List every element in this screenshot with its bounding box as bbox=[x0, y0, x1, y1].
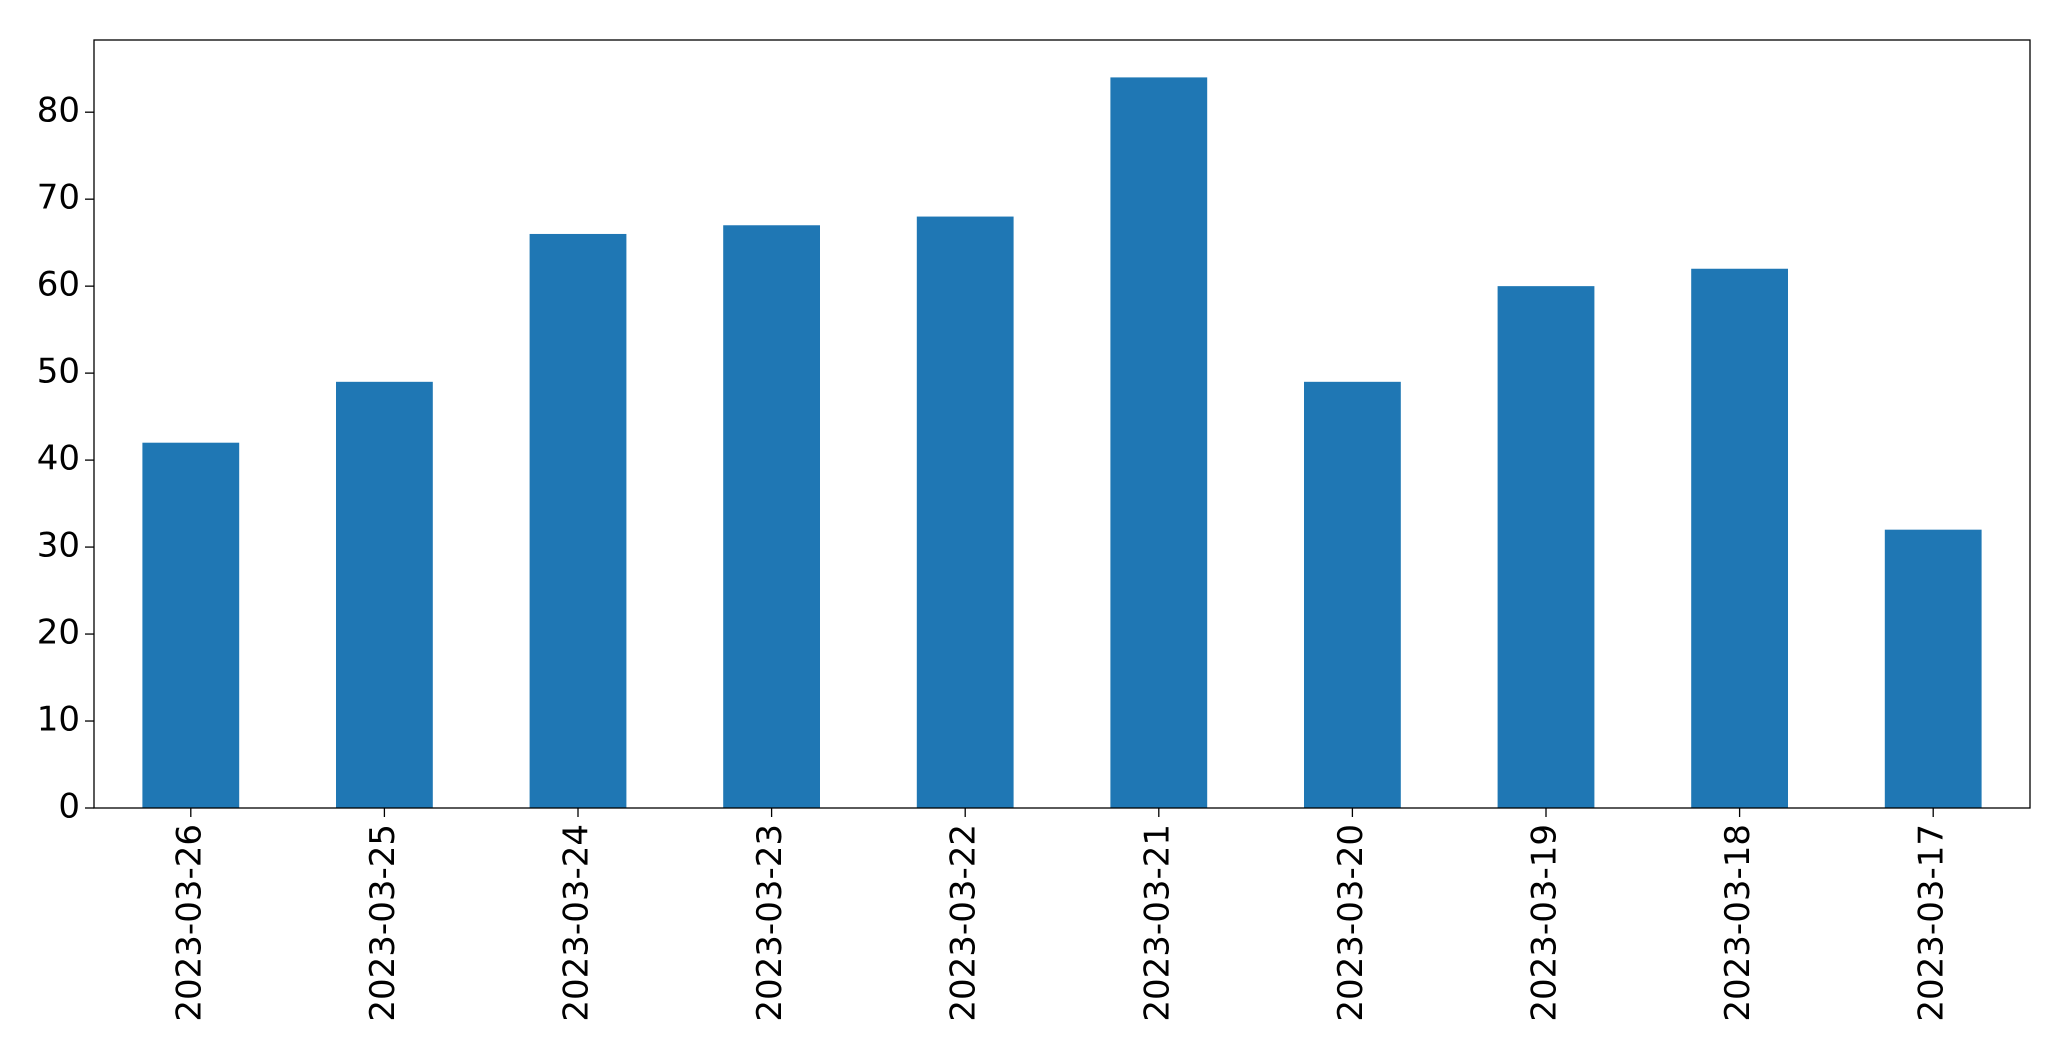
bar bbox=[723, 225, 820, 808]
bar bbox=[916, 216, 1014, 809]
x-tick-label: 2023-03-19 bbox=[1525, 824, 1565, 1022]
y-tick-label: 0 bbox=[58, 787, 80, 827]
bar bbox=[1304, 381, 1401, 808]
y-tick-label: 40 bbox=[37, 439, 80, 479]
x-tick-label: 2023-03-20 bbox=[1331, 824, 1371, 1022]
bar bbox=[1691, 268, 1788, 809]
x-tick-label: 2023-03-24 bbox=[557, 824, 597, 1022]
x-tick-label: 2023-03-17 bbox=[1912, 824, 1952, 1022]
x-tick-label: 2023-03-23 bbox=[750, 824, 790, 1022]
y-tick-label: 30 bbox=[37, 526, 80, 566]
x-tick-label: 2023-03-21 bbox=[1137, 824, 1177, 1022]
y-tick-label: 80 bbox=[37, 91, 80, 131]
bar bbox=[336, 381, 433, 808]
y-tick-label: 70 bbox=[37, 178, 80, 218]
x-tick-label: 2023-03-22 bbox=[944, 824, 984, 1022]
bar bbox=[1497, 286, 1595, 808]
x-tick-label: 2023-03-26 bbox=[169, 824, 209, 1022]
y-tick-label: 60 bbox=[37, 265, 80, 305]
bar bbox=[529, 233, 627, 808]
y-tick-label: 20 bbox=[37, 613, 80, 653]
bar bbox=[142, 442, 240, 808]
y-tick-label: 50 bbox=[37, 352, 80, 392]
y-tick-label: 10 bbox=[37, 700, 80, 740]
bar bbox=[1110, 77, 1208, 808]
x-tick-label: 2023-03-18 bbox=[1718, 824, 1758, 1022]
axes-frame bbox=[93, 39, 2031, 809]
bar bbox=[1884, 529, 1982, 808]
x-tick-label: 2023-03-25 bbox=[363, 824, 403, 1022]
